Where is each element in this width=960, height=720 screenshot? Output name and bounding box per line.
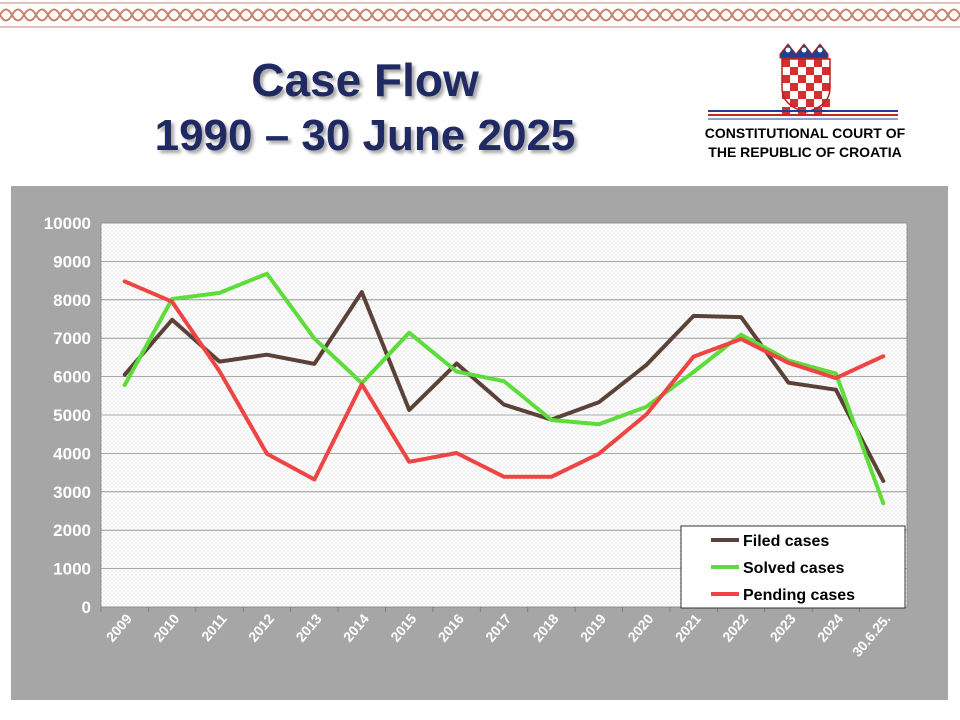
institution-name: CONSTITUTIONAL COURT OF THE REPUBLIC OF … bbox=[690, 124, 920, 162]
y-tick-label: 8000 bbox=[53, 291, 91, 310]
institution-line-2: THE REPUBLIC OF CROATIA bbox=[708, 144, 902, 160]
y-tick-label: 3000 bbox=[53, 483, 91, 502]
series-line-0 bbox=[122, 290, 886, 483]
legend-label: Pending cases bbox=[743, 587, 855, 604]
series-line-1 bbox=[122, 271, 886, 506]
y-tick-label: 2000 bbox=[53, 521, 91, 540]
croatian-coat-of-arms-icon bbox=[708, 43, 898, 120]
y-tick-label: 9000 bbox=[53, 252, 91, 271]
page-title: Case Flow 1990 – 30 June 2025 bbox=[95, 52, 635, 164]
series-line-2 bbox=[122, 279, 886, 482]
y-tick-label: 7000 bbox=[53, 329, 91, 348]
decorative-border bbox=[0, 0, 960, 30]
y-tick-label: 5000 bbox=[53, 406, 91, 425]
chart-svg: 0 1000 2000 3000 4000 5000 6000 7000 8000 9000 100… bbox=[11, 186, 948, 700]
y-tick-label: 0 bbox=[82, 598, 91, 617]
institution-line-1: CONSTITUTIONAL COURT OF bbox=[704, 125, 906, 141]
y-tick-label: 1000 bbox=[53, 560, 91, 579]
y-tick-label: 6000 bbox=[53, 368, 91, 387]
legend-label: Solved cases bbox=[743, 560, 845, 577]
y-tick-label: 4000 bbox=[53, 444, 91, 463]
title-line-1: Case Flow bbox=[251, 54, 479, 106]
case-flow-chart: 0 1000 2000 3000 4000 5000 6000 7000 8000 9000 100… bbox=[11, 186, 948, 700]
title-line-2: 1990 – 30 June 2025 bbox=[154, 111, 576, 160]
y-tick-label: 10000 bbox=[44, 214, 91, 233]
legend-label: Filed cases bbox=[743, 533, 829, 550]
